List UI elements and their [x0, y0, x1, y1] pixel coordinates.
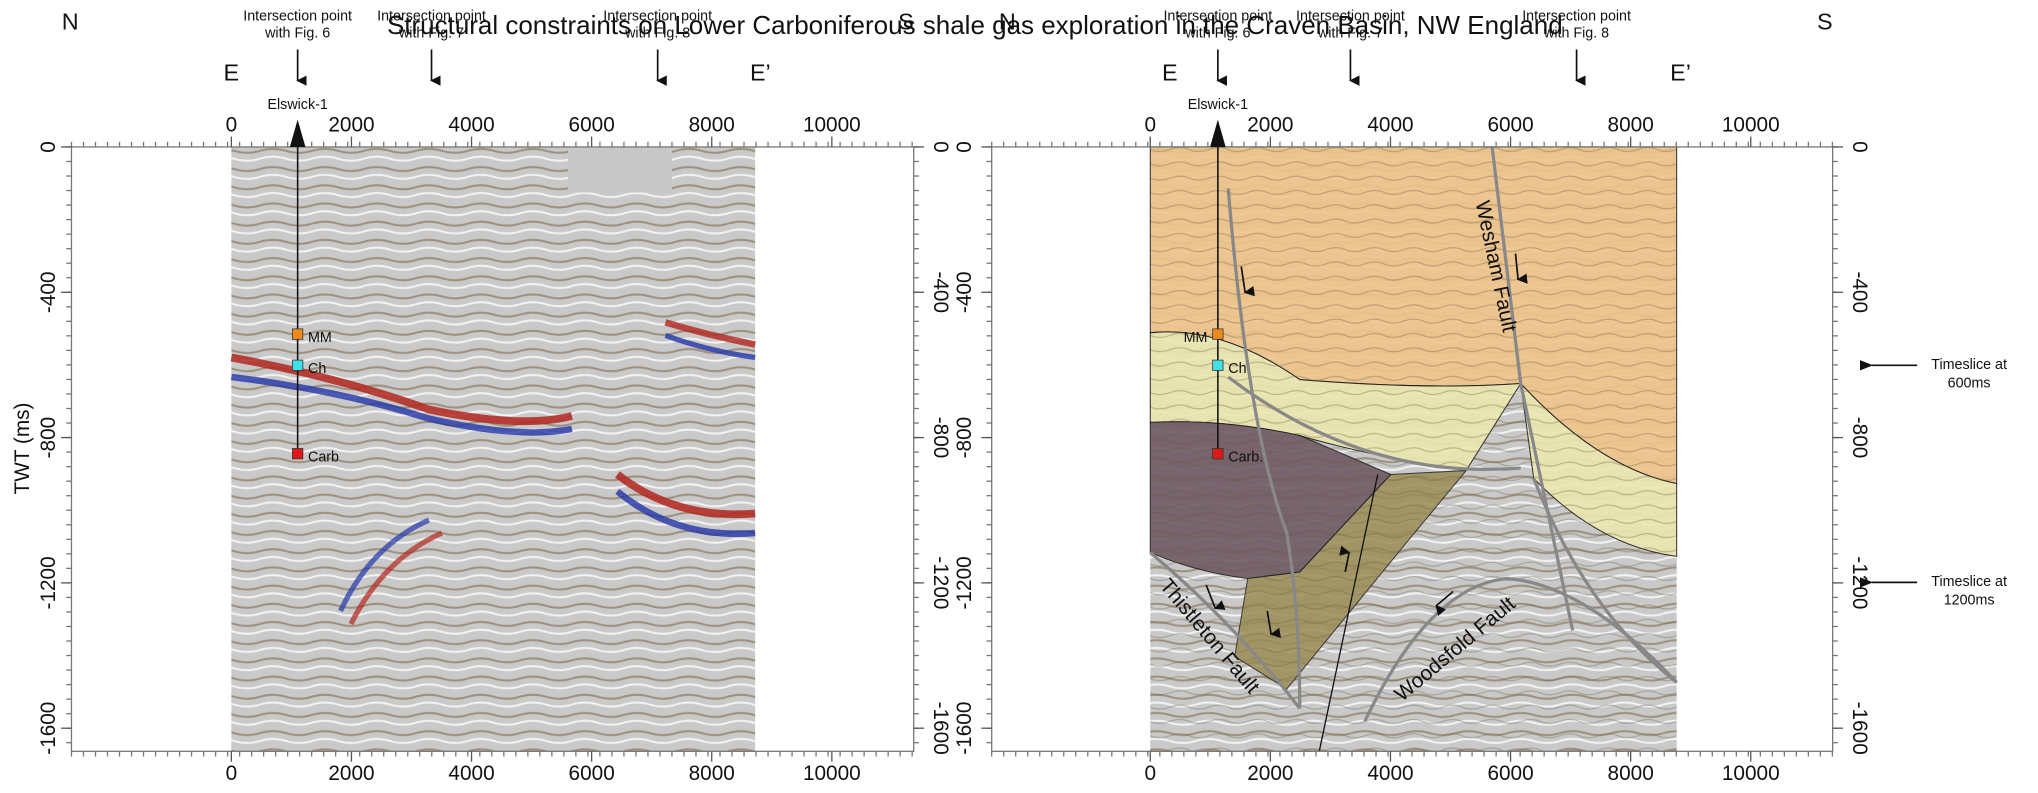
y-tick-label: -1200 — [929, 556, 952, 609]
horizon-marker — [292, 448, 302, 458]
compass-label: N — [999, 9, 1016, 35]
x-tick-label: 4000 — [448, 114, 494, 137]
y-tick-label: -400 — [37, 271, 60, 313]
intersection-label: with Fig. 6 — [1184, 26, 1250, 42]
y-tick-label: 0 — [929, 141, 952, 153]
horizon-marker — [1213, 448, 1223, 458]
intersection-label: with Fig. 8 — [1543, 26, 1609, 42]
horizon-label: Ch — [1228, 361, 1246, 377]
compass-label: S — [898, 9, 914, 35]
x-tick-label: 8000 — [689, 114, 735, 137]
y-tick-label: -1600 — [929, 702, 952, 755]
x-tick-label: 10000 — [1722, 762, 1780, 785]
horizon-label: Carb — [308, 449, 339, 465]
y-tick-label: 0 — [1848, 141, 1871, 153]
compass-label: N — [62, 9, 79, 35]
y-tick-label: -800 — [1848, 417, 1871, 459]
horizon-label: MM — [1184, 330, 1208, 346]
well-label: Elswick-1 — [267, 97, 327, 113]
y-tick-label: -800 — [929, 417, 952, 459]
horizon-marker — [1213, 329, 1223, 339]
timeslice-label: 600ms — [1948, 375, 1991, 391]
y-tick-label: -1600 — [37, 702, 60, 755]
intersection-label: Intersection point — [377, 9, 486, 25]
section-label: E — [224, 59, 240, 85]
compass-label: S — [1817, 9, 1833, 35]
y-tick-label: -1200 — [953, 556, 976, 609]
x-tick-label: 0 — [226, 762, 238, 785]
horizon-marker — [1213, 360, 1223, 370]
y-tick-label: -800 — [37, 417, 60, 459]
y-tick-label: -1200 — [37, 556, 60, 609]
x-tick-label: 0 — [226, 114, 238, 137]
well-symbol — [1210, 120, 1226, 147]
figure: Structural constraints on Lower Carbonif… — [0, 0, 2038, 793]
section-label: E’ — [750, 59, 771, 85]
page: Structural constraints on Lower Carbonif… — [0, 0, 2038, 793]
intersection-label: Intersection point — [603, 9, 712, 25]
intersection-label: with Fig. 6 — [264, 26, 330, 42]
x-tick-label: 2000 — [1247, 114, 1293, 137]
x-tick-label: 0 — [1144, 114, 1156, 137]
x-tick-label: 2000 — [328, 762, 374, 785]
y-tick-label: -1600 — [953, 702, 976, 755]
intersection-label: with Fig. 8 — [624, 26, 690, 42]
y-tick-label: -400 — [1848, 271, 1871, 313]
y-tick-label: -400 — [953, 271, 976, 313]
intersection-label: Intersection point — [1296, 9, 1405, 25]
x-tick-label: 8000 — [1608, 762, 1654, 785]
x-tick-label: 10000 — [803, 114, 861, 137]
y-tick-label: -1200 — [1848, 556, 1871, 609]
x-tick-label: 0 — [1144, 762, 1156, 785]
well-symbol — [290, 120, 306, 147]
x-tick-label: 10000 — [1722, 114, 1780, 137]
x-tick-label: 2000 — [328, 114, 374, 137]
x-tick-label: 8000 — [689, 762, 735, 785]
x-tick-label: 6000 — [569, 762, 615, 785]
x-tick-label: 10000 — [803, 762, 861, 785]
timeslice-label: 1200ms — [1944, 592, 1995, 608]
horizon-marker — [292, 360, 302, 370]
intersection-label: Intersection point — [1163, 9, 1272, 25]
intersection-label: Intersection point — [1522, 9, 1631, 25]
intersection-label: with Fig. 7 — [398, 26, 464, 42]
y-tick-label: 0 — [953, 141, 976, 153]
x-tick-label: 4000 — [1367, 114, 1413, 137]
intersection-label: with Fig. 7 — [1317, 26, 1383, 42]
axis-label: TWT (ms) — [11, 403, 34, 495]
section-label: E — [1162, 59, 1178, 85]
x-tick-label: 4000 — [1367, 762, 1413, 785]
horizon-label: Ch — [308, 361, 326, 377]
timeslice-label: Timeslice at — [1931, 574, 2007, 590]
x-tick-label: 4000 — [448, 762, 494, 785]
horizon-label: MM — [308, 330, 332, 346]
well-label: Elswick-1 — [1188, 97, 1248, 113]
timeslice-label: Timeslice at — [1931, 357, 2007, 373]
x-tick-label: 6000 — [1487, 114, 1533, 137]
x-tick-label: 6000 — [1487, 762, 1533, 785]
section-label: E’ — [1670, 59, 1691, 85]
horizon-marker — [292, 329, 302, 339]
y-tick-label: -400 — [929, 271, 952, 313]
x-tick-label: 2000 — [1247, 762, 1293, 785]
x-tick-label: 8000 — [1608, 114, 1654, 137]
y-tick-label: 0 — [37, 141, 60, 153]
y-tick-label: -800 — [953, 417, 976, 459]
x-tick-label: 6000 — [569, 114, 615, 137]
y-tick-label: -1600 — [1848, 702, 1871, 755]
horizon-label: Carb. — [1228, 449, 1263, 465]
intersection-label: Intersection point — [243, 9, 352, 25]
